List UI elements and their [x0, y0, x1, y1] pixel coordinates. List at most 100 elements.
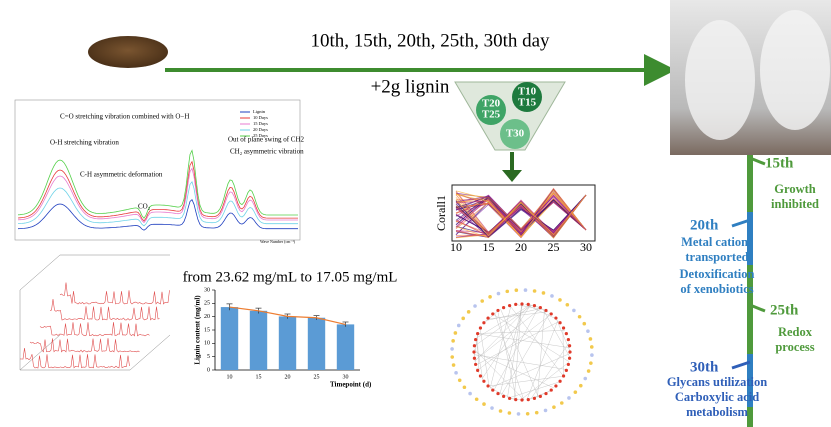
day-label: 15th — [765, 155, 794, 171]
x-tick-label: 15 — [256, 374, 262, 380]
network-node — [475, 397, 479, 401]
network-node — [458, 378, 462, 382]
y-tick-label: 30 — [204, 287, 210, 293]
network-node — [473, 357, 476, 360]
network-node — [568, 357, 571, 360]
network-node — [505, 290, 509, 294]
network-edge — [510, 306, 564, 377]
network-node — [450, 355, 454, 359]
day-label: 20th — [690, 217, 719, 233]
network-node — [472, 350, 475, 353]
network-node — [488, 295, 492, 299]
network-node — [533, 397, 536, 400]
x-tick-label: 25 — [314, 374, 320, 380]
network-node — [550, 294, 554, 298]
network-node — [558, 298, 562, 302]
network-node — [476, 369, 479, 372]
network-node — [558, 321, 561, 324]
network-node — [567, 363, 570, 366]
network-node — [566, 303, 570, 307]
network-node — [482, 321, 485, 324]
y-tick-label: 25 — [204, 301, 210, 307]
cluster-label: T25 — [482, 109, 501, 121]
annotation: O-H stretching vibration — [50, 139, 119, 147]
network-node — [590, 353, 594, 357]
network-node — [515, 288, 519, 292]
network-node — [496, 392, 499, 395]
network-node — [474, 338, 477, 341]
network-node — [474, 363, 477, 366]
network-node — [480, 299, 484, 303]
day-label: 25th — [770, 302, 799, 318]
change-label: from 23.62 mg/mL to 17.05 mg/mL — [183, 269, 398, 285]
figure: 10th, 15th, 20th, 25th, 30th day +2g lig… — [0, 0, 831, 427]
event-label: Carboxylic acid — [675, 390, 759, 404]
y-tick-label: 0 — [207, 367, 210, 373]
network-edge — [563, 327, 564, 376]
legend-label: Lignin — [253, 109, 266, 114]
jar — [685, 20, 755, 140]
event-label: transported — [685, 250, 748, 264]
network-node — [565, 369, 568, 372]
annotation: CO₂ — [138, 203, 151, 211]
lignin-powder — [88, 36, 168, 68]
event-label: Metal cations — [681, 235, 753, 249]
event-label: Growth — [774, 182, 815, 196]
bar — [308, 318, 325, 370]
network-node — [520, 302, 523, 305]
network-node — [496, 309, 499, 312]
network-edge — [500, 304, 523, 395]
network-node — [476, 332, 479, 335]
network-node — [568, 350, 571, 353]
network-node — [463, 385, 467, 389]
annotation: C=O stretching vibration combined with O… — [60, 113, 189, 121]
network-node — [468, 392, 472, 396]
network-edge — [483, 310, 499, 324]
network-node — [479, 326, 482, 329]
annotation: C-H asymmetric deformation — [80, 171, 163, 179]
network-node — [482, 402, 486, 406]
network-node — [457, 324, 461, 328]
network-edge — [488, 376, 563, 386]
network-node — [590, 345, 594, 349]
treatment-label: +2g lignin — [371, 76, 450, 97]
network-node — [486, 384, 489, 387]
network-node — [508, 411, 512, 415]
network-edge — [475, 305, 530, 361]
y-axis-label: Corall1 — [434, 195, 448, 231]
network-node — [491, 312, 494, 315]
network-node — [539, 306, 542, 309]
network-node — [491, 388, 494, 391]
network-node — [565, 332, 568, 335]
cluster-label: T30 — [506, 128, 525, 140]
network-node — [454, 371, 458, 375]
network-node — [517, 412, 521, 416]
axis-label: Wave Number (cm⁻¹) — [260, 239, 296, 244]
network-node — [589, 361, 593, 365]
y-axis-label: Lignin content (mg/ml) — [194, 295, 202, 365]
bar — [221, 307, 238, 370]
y-tick-label: 15 — [204, 327, 210, 333]
bar — [337, 324, 354, 370]
network-node — [454, 331, 458, 335]
network-node — [587, 369, 591, 373]
network-node — [473, 344, 476, 347]
network-node — [514, 303, 517, 306]
network-node — [578, 315, 582, 319]
network-node — [520, 398, 523, 401]
network-node — [568, 344, 571, 347]
bar — [279, 316, 296, 370]
network-node — [502, 306, 505, 309]
network-node — [514, 398, 517, 401]
network-node — [567, 396, 571, 400]
network-node — [502, 395, 505, 398]
network-node — [533, 289, 537, 293]
network-node — [552, 405, 556, 409]
network-node — [526, 412, 530, 416]
network-node — [579, 384, 583, 388]
x-tick-label: 20 — [285, 374, 291, 380]
network-node — [539, 395, 542, 398]
network-node — [544, 309, 547, 312]
network-node — [486, 316, 489, 319]
network-edge — [507, 304, 522, 398]
